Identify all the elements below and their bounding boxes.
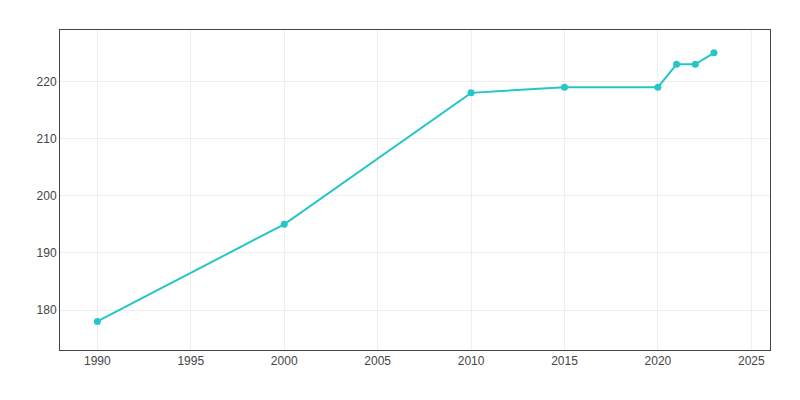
svg-text:220: 220 [37, 75, 57, 89]
svg-text:210: 210 [37, 132, 57, 146]
svg-text:2000: 2000 [271, 354, 298, 368]
svg-text:1990: 1990 [84, 354, 111, 368]
svg-text:200: 200 [37, 189, 57, 203]
svg-text:2005: 2005 [364, 354, 391, 368]
svg-text:2020: 2020 [645, 354, 672, 368]
svg-text:1995: 1995 [177, 354, 204, 368]
svg-text:2025: 2025 [738, 354, 765, 368]
svg-text:2015: 2015 [551, 354, 578, 368]
svg-text:2010: 2010 [458, 354, 485, 368]
svg-text:190: 190 [37, 246, 57, 260]
svg-text:180: 180 [37, 303, 57, 317]
